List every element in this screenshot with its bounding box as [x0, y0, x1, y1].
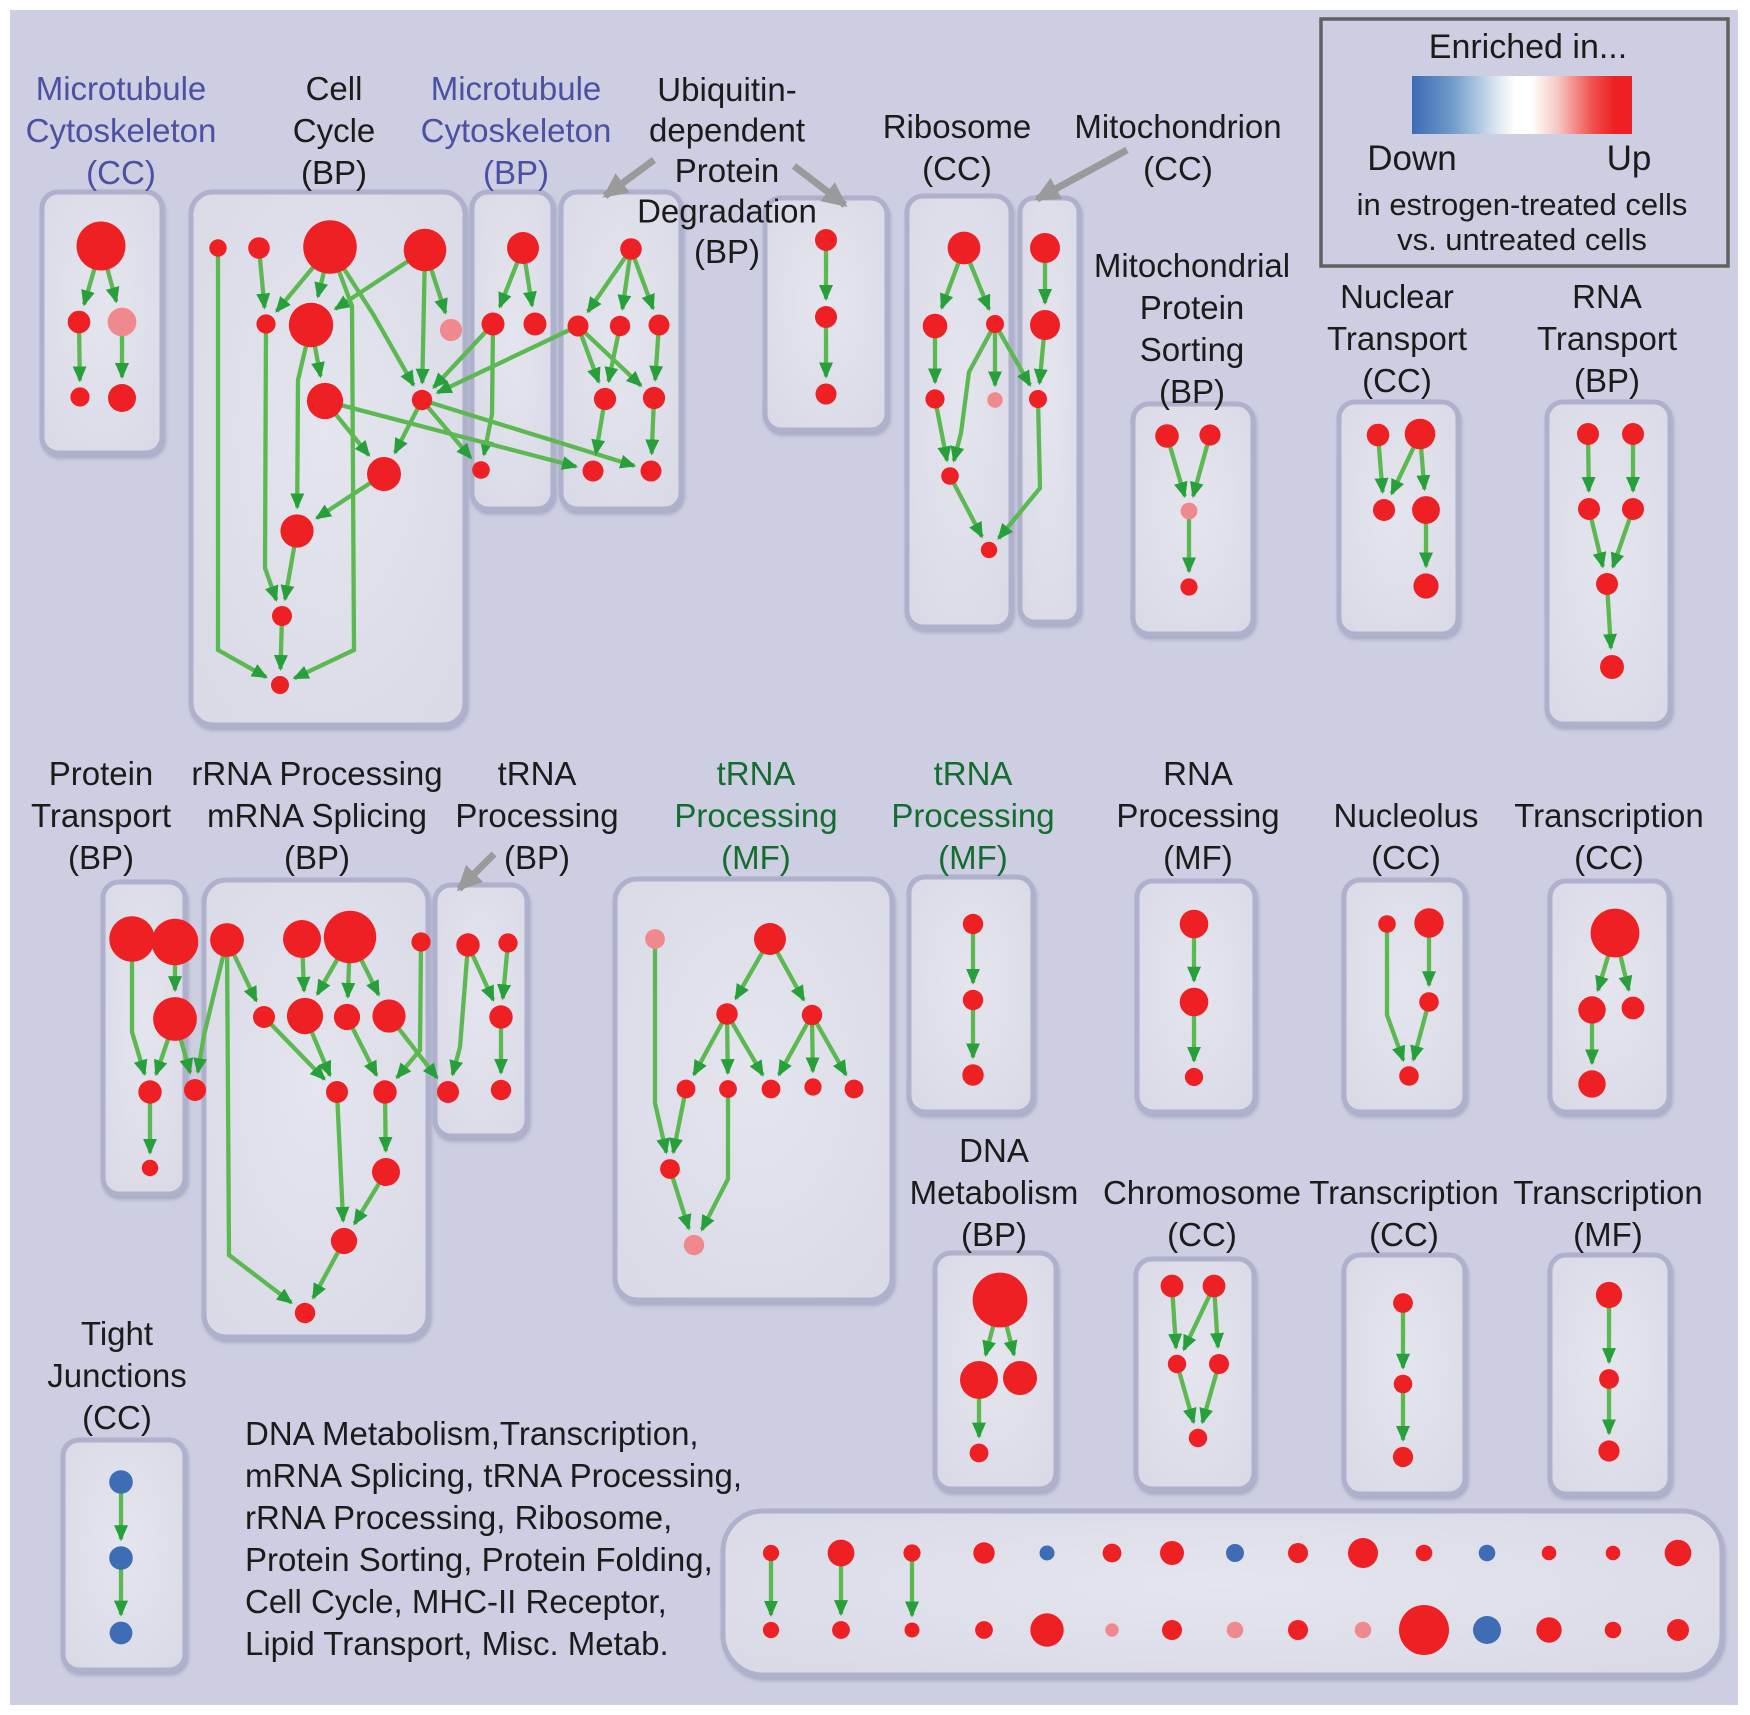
svg-text:Processing: Processing: [891, 797, 1054, 834]
svg-text:(BP): (BP): [483, 154, 549, 191]
svg-text:rRNA Processing: rRNA Processing: [191, 755, 442, 792]
svg-text:Microtubule: Microtubule: [431, 70, 602, 107]
svg-text:Protein Sorting, Protein Foldi: Protein Sorting, Protein Folding,: [245, 1541, 713, 1578]
svg-text:Up: Up: [1607, 139, 1652, 178]
svg-text:(MF): (MF): [1163, 839, 1233, 876]
svg-text:Transport: Transport: [1327, 320, 1467, 357]
svg-text:Chromosome: Chromosome: [1103, 1174, 1301, 1211]
svg-text:DNA: DNA: [959, 1132, 1029, 1169]
svg-text:Transcription: Transcription: [1513, 1174, 1703, 1211]
svg-text:DNA Metabolism,Transcription,: DNA Metabolism,Transcription,: [245, 1415, 699, 1452]
svg-text:RNA: RNA: [1572, 278, 1642, 315]
svg-text:(BP): (BP): [1574, 362, 1640, 399]
svg-text:Transcription: Transcription: [1514, 797, 1704, 834]
svg-text:(CC): (CC): [86, 154, 156, 191]
svg-text:dependent: dependent: [649, 112, 805, 149]
svg-text:(CC): (CC): [1362, 362, 1432, 399]
svg-text:Mitochondrion: Mitochondrion: [1074, 108, 1281, 145]
svg-text:Degradation: Degradation: [637, 193, 817, 230]
svg-text:in estrogen-treated cells: in estrogen-treated cells: [1357, 187, 1688, 222]
svg-text:(BP): (BP): [284, 839, 350, 876]
svg-text:(CC): (CC): [82, 1399, 152, 1436]
svg-text:Cytoskeleton: Cytoskeleton: [421, 112, 612, 149]
svg-text:Lipid Transport, Misc. Metab.: Lipid Transport, Misc. Metab.: [245, 1625, 669, 1662]
svg-text:Cycle: Cycle: [293, 112, 376, 149]
svg-text:Cell Cycle, MHC-II Receptor,: Cell Cycle, MHC-II Receptor,: [245, 1583, 667, 1620]
svg-text:(MF): (MF): [721, 839, 791, 876]
svg-text:Transport: Transport: [1537, 320, 1677, 357]
svg-text:Down: Down: [1367, 139, 1456, 178]
svg-text:Processing: Processing: [455, 797, 618, 834]
svg-text:(CC): (CC): [1574, 839, 1644, 876]
svg-text:Junctions: Junctions: [47, 1357, 186, 1394]
svg-text:rRNA Processing, Ribosome,: rRNA Processing, Ribosome,: [245, 1499, 672, 1536]
svg-text:Transcription: Transcription: [1309, 1174, 1499, 1211]
svg-text:Processing: Processing: [1116, 797, 1279, 834]
svg-text:Cell: Cell: [306, 70, 363, 107]
svg-text:tRNA: tRNA: [717, 755, 796, 792]
svg-text:Protein: Protein: [675, 152, 780, 189]
svg-text:(BP): (BP): [694, 233, 760, 270]
svg-text:(CC): (CC): [1167, 1216, 1237, 1253]
svg-text:Nucleolus: Nucleolus: [1334, 797, 1479, 834]
svg-text:Processing: Processing: [674, 797, 837, 834]
svg-text:(MF): (MF): [1573, 1216, 1643, 1253]
svg-text:(BP): (BP): [1159, 373, 1225, 410]
svg-text:Nuclear: Nuclear: [1340, 278, 1454, 315]
svg-text:(CC): (CC): [922, 150, 992, 187]
svg-text:(CC): (CC): [1143, 150, 1213, 187]
svg-text:Transport: Transport: [31, 797, 171, 834]
svg-text:(BP): (BP): [961, 1216, 1027, 1253]
svg-text:tRNA: tRNA: [934, 755, 1013, 792]
svg-text:mRNA Splicing: mRNA Splicing: [207, 797, 427, 834]
svg-text:Tight: Tight: [81, 1315, 153, 1352]
svg-text:RNA: RNA: [1163, 755, 1233, 792]
svg-text:(CC): (CC): [1369, 1216, 1439, 1253]
svg-text:tRNA: tRNA: [498, 755, 577, 792]
svg-text:Cytoskeleton: Cytoskeleton: [26, 112, 217, 149]
svg-text:(BP): (BP): [68, 839, 134, 876]
svg-text:Sorting: Sorting: [1140, 331, 1245, 368]
svg-text:Protein: Protein: [1140, 289, 1245, 326]
svg-text:(BP): (BP): [504, 839, 570, 876]
svg-text:(BP): (BP): [301, 154, 367, 191]
svg-text:Ubiquitin-: Ubiquitin-: [657, 71, 796, 108]
svg-text:Mitochondrial: Mitochondrial: [1094, 247, 1290, 284]
svg-text:(CC): (CC): [1371, 839, 1441, 876]
svg-text:Enriched in...: Enriched in...: [1429, 28, 1627, 66]
svg-text:(MF): (MF): [938, 839, 1008, 876]
svg-text:Protein: Protein: [49, 755, 154, 792]
svg-text:Ribosome: Ribosome: [883, 108, 1032, 145]
svg-text:Microtubule: Microtubule: [36, 70, 207, 107]
svg-text:vs. untreated cells: vs. untreated cells: [1397, 222, 1647, 257]
svg-text:mRNA Splicing, tRNA Processing: mRNA Splicing, tRNA Processing,: [245, 1457, 742, 1494]
svg-text:Metabolism: Metabolism: [910, 1174, 1079, 1211]
